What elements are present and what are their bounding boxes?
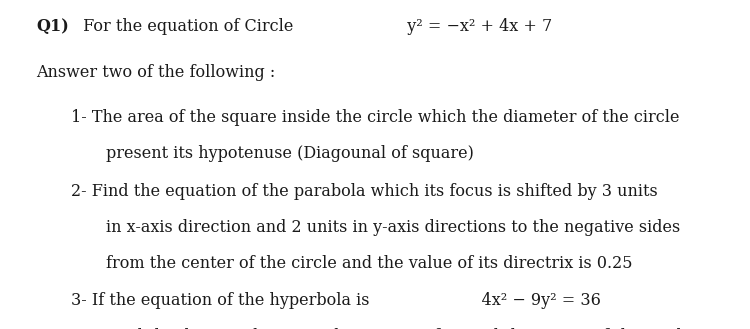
Text: 1- The area of the square inside the circle which the diameter of the circle: 1- The area of the square inside the cir…	[71, 109, 680, 126]
Text: Find the distance between the negative foci and the center of the circle,: Find the distance between the negative f…	[106, 328, 697, 329]
Text: present its hypotenuse (Diagounal of square): present its hypotenuse (Diagounal of squ…	[106, 145, 474, 162]
Text: Q1): Q1)	[36, 18, 69, 35]
Text: 2- Find the equation of the parabola which its focus is shifted by 3 units: 2- Find the equation of the parabola whi…	[71, 183, 658, 200]
Text: For the equation of Circle: For the equation of Circle	[78, 18, 294, 35]
Text: from the center of the circle and the value of its directrix is 0.25: from the center of the circle and the va…	[106, 255, 633, 272]
Text: y² = −x² + 4x + 7: y² = −x² + 4x + 7	[356, 18, 553, 35]
Text: Answer two of the following :: Answer two of the following :	[36, 64, 275, 81]
Text: in x-axis direction and 2 units in y-axis directions to the negative sides: in x-axis direction and 2 units in y-axi…	[106, 219, 681, 236]
Text: 3- If the equation of the hyperbola is: 3- If the equation of the hyperbola is	[71, 292, 370, 309]
Text: 4x² − 9y² = 36: 4x² − 9y² = 36	[457, 292, 602, 309]
